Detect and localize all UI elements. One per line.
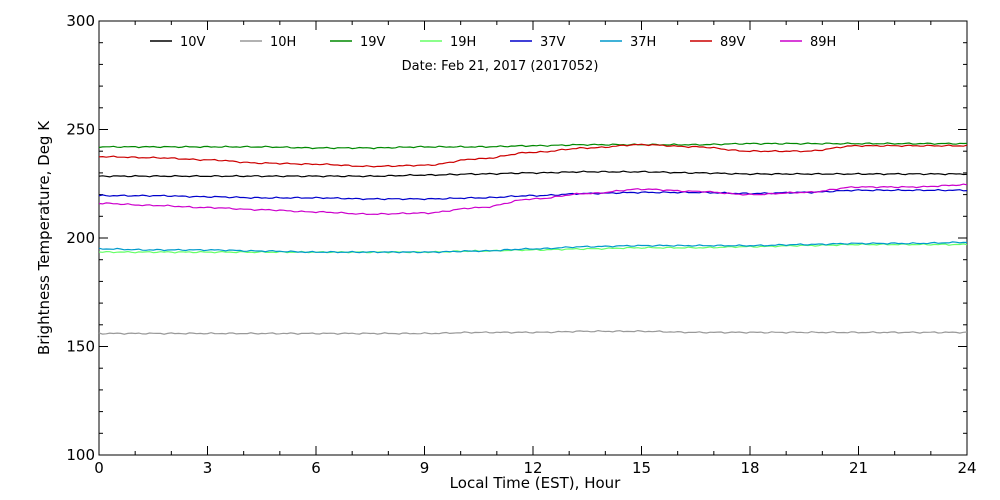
y-tick-label: 300 xyxy=(66,12,95,30)
x-tick-label: 12 xyxy=(523,459,542,477)
y-tick-label: 100 xyxy=(66,446,95,464)
x-tick-label: 3 xyxy=(203,459,213,477)
legend-label-19h: 19H xyxy=(450,35,476,50)
axis-ticks: 0 3 6 9 12 15 18 21 24 100 150 200 250 300 xyxy=(66,12,976,477)
x-tick-label: 9 xyxy=(420,459,430,477)
legend-label-10h: 10H xyxy=(270,35,296,50)
legend-label-37v: 37V xyxy=(540,35,566,50)
legend-label-89v: 89V xyxy=(720,35,746,50)
x-tick-label: 0 xyxy=(94,459,104,477)
legend-label-10v: 10V xyxy=(180,35,206,50)
legend-label-89h: 89H xyxy=(810,35,836,50)
series-line-19v xyxy=(98,142,968,150)
y-tick-label: 150 xyxy=(66,338,95,356)
y-tick-label: 200 xyxy=(66,229,95,247)
series-line-89h xyxy=(98,183,968,216)
chart-subtitle: Date: Feb 21, 2017 (2017052) xyxy=(402,59,599,74)
y-axis-label: Brightness Temperature, Deg K xyxy=(35,120,53,355)
x-tick-label: 15 xyxy=(632,459,651,477)
x-tick-label: 21 xyxy=(849,459,868,477)
x-tick-label: 24 xyxy=(957,459,976,477)
x-tick-label: 18 xyxy=(740,459,759,477)
plot-area-frame xyxy=(98,20,968,456)
series-line-37v xyxy=(98,188,968,201)
x-tick-label: 6 xyxy=(311,459,321,477)
series-line-37h xyxy=(98,241,968,254)
legend: 10V 10H 19V 19H 37V 37H 89V 89H xyxy=(150,35,836,50)
x-axis-label: Local Time (EST), Hour xyxy=(450,474,621,492)
series-line-10v xyxy=(98,170,968,178)
series-lines xyxy=(98,142,968,335)
legend-label-19v: 19V xyxy=(360,35,386,50)
series-line-19h xyxy=(98,243,968,254)
y-tick-label: 250 xyxy=(66,121,95,139)
legend-label-37h: 37H xyxy=(630,35,656,50)
series-line-89v xyxy=(98,143,968,168)
series-line-10h xyxy=(98,329,968,335)
